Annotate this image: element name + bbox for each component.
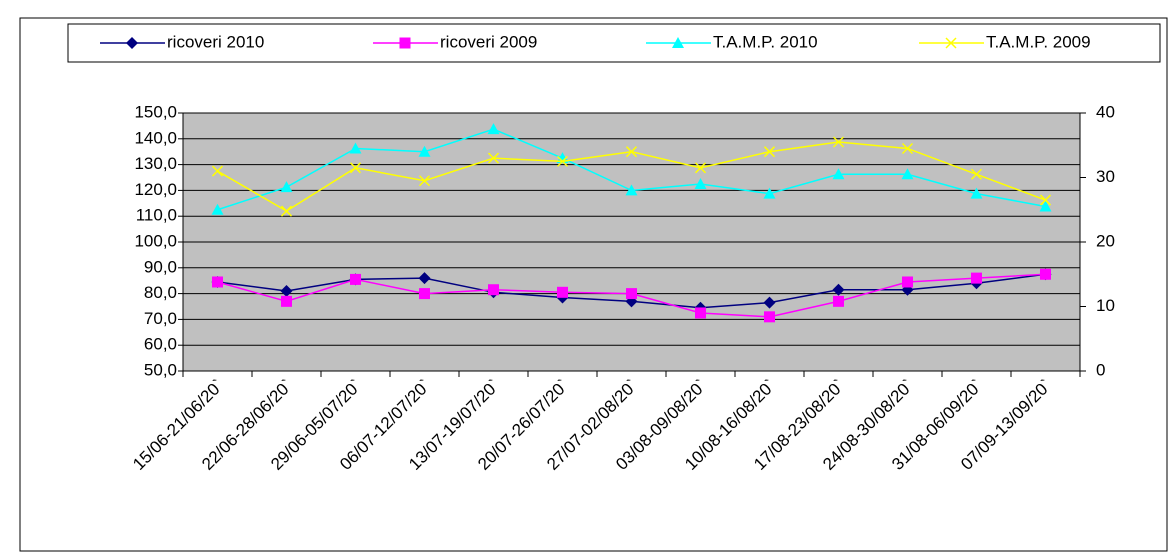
marker: [399, 37, 411, 49]
marker: [833, 295, 844, 307]
marker: [488, 284, 499, 296]
y-tick-label: 70,0: [144, 309, 177, 328]
y-tick-label: 90,0: [144, 257, 177, 276]
marker: [970, 168, 983, 180]
marker: [211, 203, 224, 215]
legend-label: T.A.M.P. 2010: [713, 32, 818, 51]
marker: [280, 181, 293, 193]
marker: [349, 142, 362, 154]
marker: [1040, 268, 1051, 280]
marker: [349, 162, 362, 174]
marker: [764, 311, 775, 323]
marker: [212, 276, 223, 288]
y-tick-label: 140,0: [134, 128, 177, 147]
marker: [901, 142, 914, 155]
marker: [945, 37, 957, 49]
marker: [557, 286, 568, 298]
marker: [126, 37, 138, 49]
marker: [672, 37, 684, 48]
legend-label: T.A.M.P. 2009: [986, 32, 1091, 51]
marker: [281, 295, 292, 307]
marker: [832, 136, 845, 148]
marker: [763, 296, 776, 309]
marker: [418, 175, 431, 187]
y2-tick-label: 20: [1096, 231, 1115, 250]
marker: [971, 272, 982, 284]
y2-tick-label: 40: [1096, 102, 1115, 121]
y-tick-label: 110,0: [136, 206, 177, 225]
marker: [695, 307, 706, 319]
y-tick-label: 130,0: [134, 154, 177, 173]
y-tick-label: 80,0: [144, 283, 177, 302]
marker: [902, 276, 913, 288]
marker: [970, 187, 983, 199]
marker: [626, 288, 637, 300]
marker: [763, 187, 776, 199]
marker: [1039, 194, 1052, 206]
marker: [625, 146, 638, 158]
marker: [556, 155, 569, 167]
marker: [694, 162, 707, 174]
y2-tick-label: 0: [1096, 360, 1105, 379]
marker: [487, 123, 500, 135]
marker: [418, 145, 431, 157]
y2-tick-label: 10: [1096, 296, 1115, 315]
y-tick-label: 60,0: [144, 335, 177, 354]
y-tick-label: 150,0: [134, 102, 177, 121]
marker: [832, 283, 845, 296]
marker: [832, 168, 845, 180]
legend-label: ricoveri 2009: [440, 32, 537, 51]
marker: [418, 272, 431, 285]
marker: [350, 273, 361, 285]
y-tick-label: 120,0: [134, 180, 177, 199]
marker: [694, 177, 707, 189]
marker: [419, 288, 430, 300]
marker: [280, 205, 293, 217]
marker: [280, 285, 293, 298]
marker: [1039, 200, 1052, 212]
marker: [901, 168, 914, 180]
y-tick-label: 100,0: [134, 231, 177, 250]
y-tick-label: 50,0: [144, 360, 177, 379]
marker: [487, 152, 500, 164]
legend-label: ricoveri 2010: [167, 32, 264, 51]
marker: [625, 184, 638, 196]
marker: [211, 165, 224, 177]
marker: [763, 146, 776, 158]
y2-tick-label: 30: [1096, 167, 1115, 186]
